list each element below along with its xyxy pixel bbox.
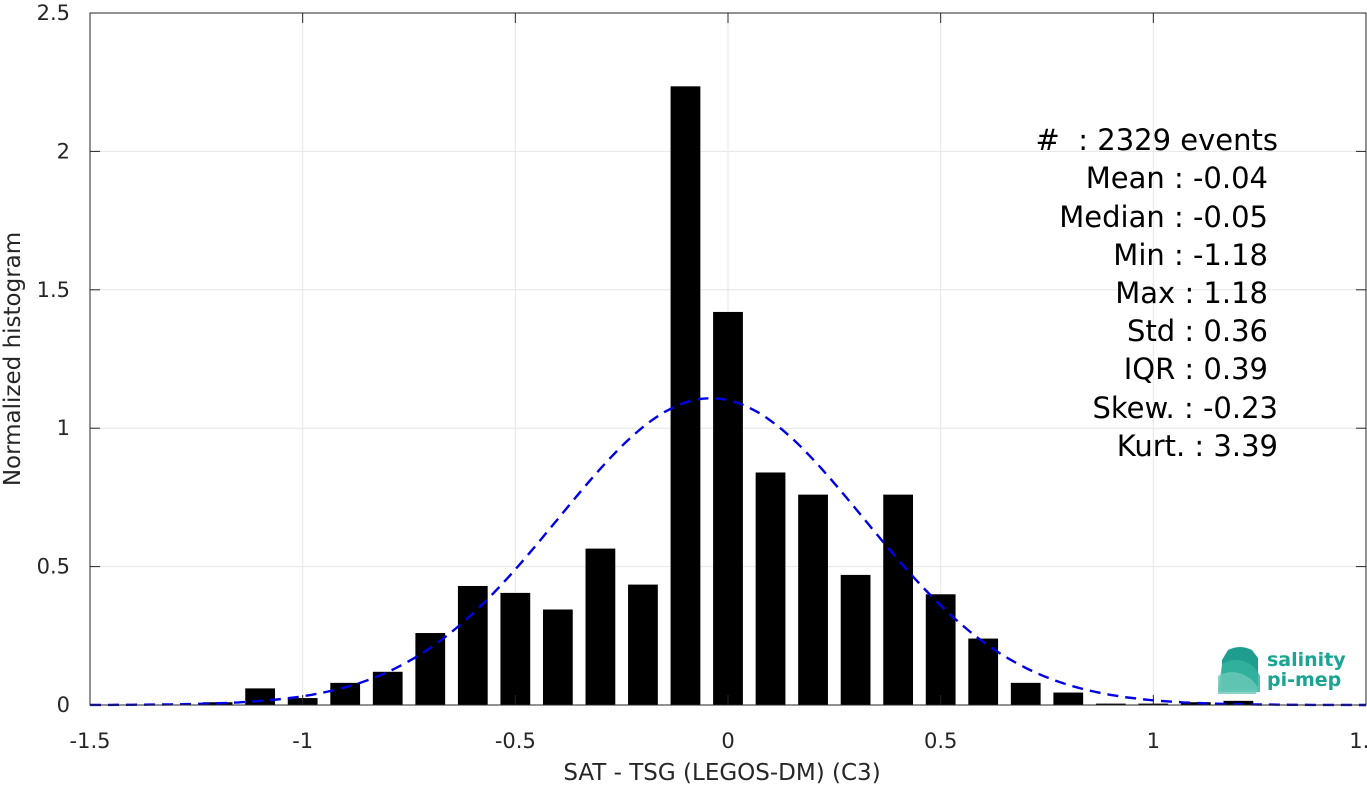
wave-logo-icon bbox=[1218, 647, 1260, 694]
histogram-bar bbox=[542, 609, 573, 705]
histogram-bar bbox=[585, 548, 616, 705]
histogram-bar bbox=[713, 311, 743, 705]
histogram-bar bbox=[1053, 692, 1084, 705]
y-tick-labels: 0 0.5 1 1.5 2 2.5 bbox=[37, 1, 70, 717]
y-tick-label: 0.5 bbox=[37, 555, 70, 579]
stat-events: # : 2329 events bbox=[1036, 123, 1278, 157]
stat-mean: Mean : -0.04 bbox=[1086, 161, 1268, 195]
x-tick-label: 0.5 bbox=[924, 729, 957, 753]
histogram-bar bbox=[500, 592, 531, 705]
histogram-bar bbox=[1223, 700, 1254, 705]
stat-max: Max : 1.18 bbox=[1115, 276, 1268, 310]
histogram-bar bbox=[755, 472, 786, 705]
histogram-bar bbox=[925, 594, 956, 705]
histogram-bar bbox=[628, 584, 658, 705]
histogram-bars bbox=[202, 86, 1254, 706]
x-tick-label: -1 bbox=[292, 729, 313, 753]
stat-median: Median : -0.05 bbox=[1059, 200, 1268, 234]
y-axis-label: Normalized histogram bbox=[0, 232, 26, 486]
histogram-bar bbox=[1180, 702, 1211, 705]
histogram-bar bbox=[457, 585, 488, 705]
y-tick-label: 2 bbox=[57, 139, 70, 163]
stat-iqr: IQR : 0.39 bbox=[1124, 352, 1268, 386]
stat-min: Min : -1.18 bbox=[1113, 238, 1268, 272]
histogram-bar bbox=[415, 633, 446, 705]
logo-line-2: pi-mep bbox=[1267, 669, 1341, 691]
salinity-pimep-logo: salinity pi-mep bbox=[1218, 647, 1346, 694]
stat-skew: Skew. : -0.23 bbox=[1092, 391, 1278, 425]
y-tick-label: 1 bbox=[57, 416, 70, 440]
axis-ticks bbox=[89, 12, 1367, 706]
histogram-bar bbox=[840, 574, 871, 705]
x-tick-label: -1.5 bbox=[70, 729, 111, 753]
x-tick-labels: -1.5 -1 -0.5 0 0.5 1 1.5 bbox=[70, 729, 1367, 753]
histogram-bar bbox=[245, 688, 276, 705]
logo-line-1: salinity bbox=[1267, 649, 1346, 671]
y-tick-label: 2.5 bbox=[37, 1, 70, 25]
histogram-bar bbox=[1010, 682, 1041, 705]
histogram-bar bbox=[330, 682, 361, 705]
x-tick-label: 1.5 bbox=[1349, 729, 1367, 753]
histogram-bar bbox=[798, 494, 828, 705]
x-tick-label: 1 bbox=[1147, 729, 1160, 753]
histogram-bar bbox=[1095, 703, 1126, 705]
y-tick-label: 0 bbox=[57, 693, 70, 717]
y-tick-label: 1.5 bbox=[37, 278, 70, 302]
stat-kurt: Kurt. : 3.39 bbox=[1117, 429, 1278, 463]
x-axis-label: SAT - TSG (LEGOS-DM) (C3) bbox=[563, 760, 880, 785]
stats-box: # : 2329 events Mean : -0.04 Median : -0… bbox=[1036, 123, 1278, 463]
histogram-bar bbox=[670, 86, 701, 706]
histogram-bar bbox=[883, 494, 914, 705]
x-tick-label: -0.5 bbox=[495, 729, 536, 753]
stat-std: Std : 0.36 bbox=[1127, 314, 1268, 348]
x-tick-label: 0 bbox=[721, 729, 734, 753]
